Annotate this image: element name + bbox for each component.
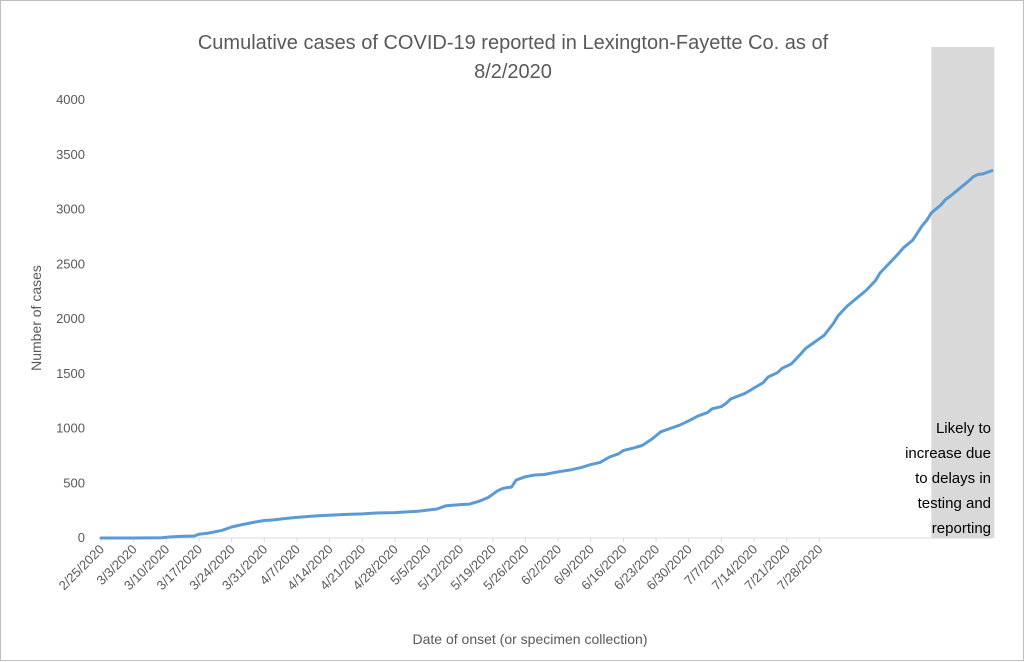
x-tick-labels: 2/25/20203/3/20203/10/20203/17/20203/24/…	[56, 542, 826, 594]
y-tick-label: 500	[63, 475, 85, 490]
y-tick-label: 1000	[56, 421, 85, 436]
x-axis-title: Date of onset (or specimen collection)	[413, 631, 648, 647]
shaded-reporting-delay-region	[931, 47, 995, 538]
axis-layer	[100, 537, 992, 542]
y-tick-label: 2500	[56, 256, 85, 271]
cumulative-cases-line	[99, 169, 994, 540]
annotation-line-3: to delays in	[915, 470, 991, 487]
y-axis-title: Number of cases	[28, 265, 44, 371]
y-tick-label: 1500	[56, 366, 85, 381]
x-tick-label: 2/25/2020	[56, 542, 108, 594]
chart-title-line-1: Cumulative cases of COVID-19 reported in…	[198, 32, 829, 54]
y-tick-label: 3500	[56, 147, 85, 162]
annotation-line-4: testing and	[918, 495, 991, 512]
y-tick-labels: 0 500 1000 1500 2000 2500 3000 3500 4000	[56, 92, 85, 545]
annotation-line-2: increase due	[905, 445, 991, 462]
shade-layer	[931, 47, 995, 538]
annotation-line-1: Likely to	[936, 420, 991, 437]
chart-title-line-2: 8/2/2020	[474, 61, 552, 83]
y-tick-label: 4000	[56, 92, 85, 107]
annotation-note: Likely to increase due to delays in test…	[905, 420, 991, 537]
y-tick-label: 0	[78, 530, 85, 545]
series-layer	[99, 169, 994, 540]
annotation-line-5: reporting	[932, 520, 991, 537]
y-tick-label: 2000	[56, 311, 85, 326]
y-tick-label: 3000	[56, 202, 85, 217]
